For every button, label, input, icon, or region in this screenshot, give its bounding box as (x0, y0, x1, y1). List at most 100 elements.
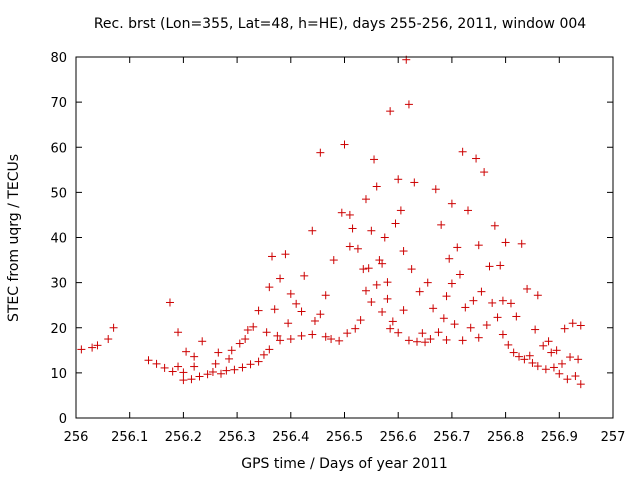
data-point (547, 348, 556, 357)
data-point (386, 324, 395, 333)
data-point (520, 355, 529, 364)
data-point (190, 352, 199, 361)
data-point (549, 363, 558, 372)
data-point (563, 375, 572, 384)
data-point (437, 220, 446, 229)
data-point (292, 299, 301, 308)
data-point (308, 226, 317, 235)
data-point (378, 307, 387, 316)
data-point (340, 140, 349, 149)
data-point (190, 362, 199, 371)
y-tick-label: 50 (50, 186, 67, 201)
data-point (329, 256, 338, 265)
data-point (415, 287, 424, 296)
data-point (208, 367, 217, 376)
data-point (265, 345, 274, 354)
data-point (482, 321, 491, 330)
data-point (442, 292, 451, 301)
data-point (211, 359, 220, 368)
data-point (198, 337, 207, 346)
data-point (566, 353, 575, 362)
data-point (568, 319, 577, 328)
x-tick-label: 256.2 (165, 430, 202, 445)
data-point (225, 354, 234, 363)
data-point (262, 328, 271, 337)
data-point (227, 346, 236, 355)
data-point (222, 366, 231, 375)
data-point (512, 312, 521, 321)
data-point (480, 168, 489, 177)
data-point (380, 233, 389, 242)
data-point (243, 326, 252, 335)
plot-frame (75, 56, 614, 419)
data-point (458, 336, 467, 345)
y-tick-label: 30 (50, 277, 67, 292)
data-point (496, 261, 505, 270)
data-point (77, 345, 86, 354)
y-tick-label: 20 (50, 322, 67, 337)
x-tick-label: 257 (601, 430, 626, 445)
data-point (300, 271, 309, 280)
data-point (361, 286, 370, 295)
data-point (241, 335, 250, 344)
data-point (560, 324, 569, 333)
y-tick-label: 0 (59, 412, 67, 427)
data-point (335, 336, 344, 345)
data-point (216, 369, 225, 378)
data-point (555, 369, 564, 378)
data-point (571, 372, 580, 381)
data-point (498, 330, 507, 339)
data-point (434, 328, 443, 337)
data-point (179, 376, 188, 385)
data-point (182, 347, 191, 356)
data-point (557, 359, 566, 368)
data-point (506, 299, 515, 308)
data-point (321, 291, 330, 300)
data-point (466, 323, 475, 332)
data-point (372, 280, 381, 289)
x-tick-label: 256.5 (326, 430, 363, 445)
axis-ticks: 256 256.1 256.2 256.3 256.4 256.5 256.6 256.7 25… (50, 51, 625, 445)
data-point (431, 185, 440, 194)
data-point (450, 320, 459, 329)
data-point (187, 375, 196, 384)
data-point (316, 310, 325, 319)
data-point (109, 323, 118, 332)
data-point (214, 348, 223, 357)
data-point (515, 352, 524, 361)
data-point (327, 335, 336, 344)
data-point (104, 335, 113, 344)
data-point (235, 339, 244, 348)
data-point (345, 210, 354, 219)
data-point (353, 244, 362, 253)
data-point (246, 360, 255, 369)
data-points (77, 55, 585, 389)
data-point (469, 296, 478, 305)
data-point (383, 278, 392, 287)
data-point (286, 289, 295, 298)
data-point (576, 380, 585, 389)
data-point (230, 365, 239, 374)
data-point (388, 317, 397, 326)
data-point (458, 147, 467, 156)
x-tick-label: 256.6 (380, 430, 417, 445)
x-tick-label: 256.1 (111, 430, 148, 445)
data-point (474, 241, 483, 250)
data-point (174, 362, 183, 371)
y-tick-label: 60 (50, 141, 67, 156)
data-point (421, 338, 430, 347)
data-point (399, 247, 408, 256)
data-point (249, 322, 258, 331)
data-point (418, 329, 427, 338)
data-point (316, 148, 325, 157)
data-point (525, 351, 534, 360)
data-point (276, 274, 285, 283)
x-axis-label: GPS time / Days of year 2011 (241, 456, 448, 472)
data-point (165, 298, 174, 307)
y-tick-label: 80 (50, 51, 67, 66)
data-point (472, 154, 481, 163)
data-point (531, 325, 540, 334)
data-point (297, 307, 306, 316)
data-point (297, 331, 306, 340)
